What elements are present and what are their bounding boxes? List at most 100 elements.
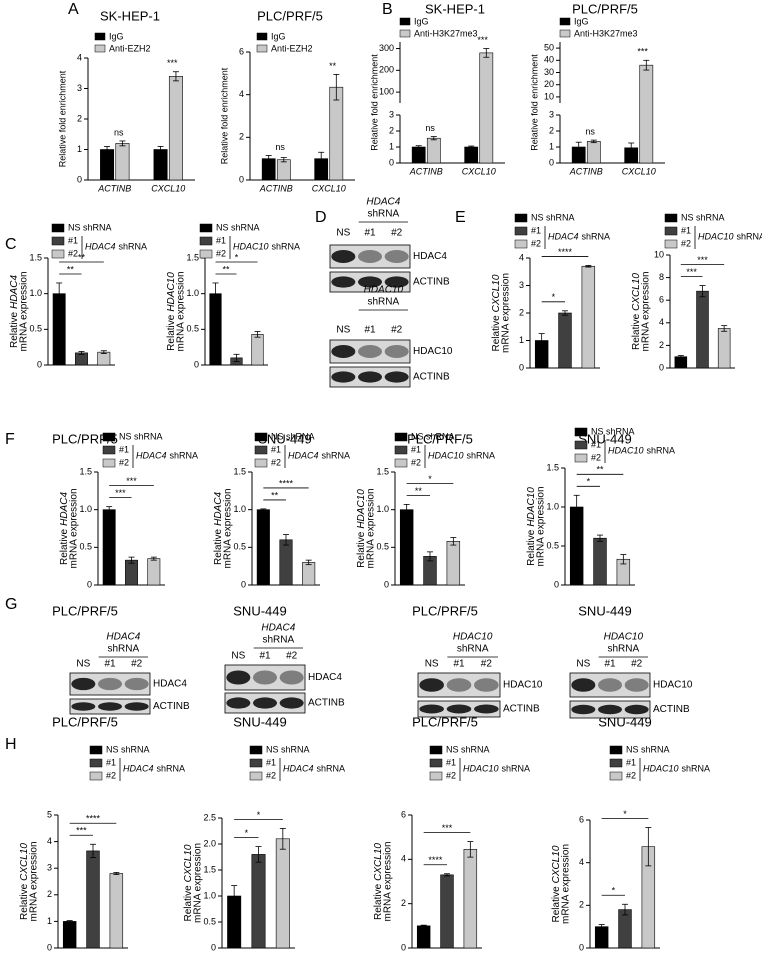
legend-swatch — [399, 29, 411, 38]
band-label: HDAC4 — [153, 679, 187, 690]
y-tick-label: 0 — [77, 174, 82, 184]
y-axis-label: Relative fold enrichment — [369, 54, 379, 151]
y-tick-label: 1.0 — [546, 501, 559, 511]
band-label: ACTINB — [308, 698, 345, 709]
y-label-gene: CXCL10 — [19, 843, 30, 881]
legend-label: NS shRNA — [216, 222, 260, 232]
legend-label: #1 — [271, 444, 281, 454]
y-label-gene: CXCL10 — [491, 274, 502, 312]
legend-group-text: shRNA — [317, 764, 346, 774]
x-tick-label: CXCL10 — [151, 183, 185, 193]
y-label-gene: CXCL10 — [551, 845, 562, 883]
lane-label: #2 — [131, 659, 143, 670]
blot-band — [124, 702, 149, 711]
y-axis-label: mRNA expression — [223, 488, 234, 568]
blot-band — [331, 250, 356, 263]
bar — [440, 874, 454, 949]
bar — [696, 290, 709, 369]
legend-label: #2 — [626, 770, 636, 780]
significance-label: ** — [67, 264, 75, 274]
blot-band — [474, 678, 499, 692]
lane-label: #2 — [391, 228, 403, 239]
legend-group-text: shRNA — [170, 451, 199, 461]
band-label: ACTINB — [413, 277, 450, 288]
chart-title: SNU-449 — [578, 431, 631, 446]
legend-label: #1 — [411, 444, 421, 454]
bar — [586, 141, 601, 164]
bar — [279, 539, 293, 586]
y-label-prefix: Relative — [59, 528, 70, 565]
legend-swatch — [249, 745, 263, 755]
legend-group-text: shRNA — [502, 764, 531, 774]
legend-label: Anti-EZH2 — [109, 43, 151, 53]
legend-label: #2 — [446, 770, 456, 780]
y-label-prefix: Relative — [551, 886, 562, 923]
legend-swatch — [51, 236, 65, 246]
legend-label: #1 — [626, 757, 636, 767]
y-tick-label: 4 — [579, 857, 584, 867]
y-tick-label: 2.0 — [203, 838, 216, 848]
bar — [329, 86, 344, 181]
blot-band — [384, 276, 409, 288]
y-tick-label: 1.5 — [233, 466, 246, 476]
y-tick-label: 4 — [519, 252, 524, 262]
lane-label: NS — [576, 659, 590, 670]
y-axis-label: mRNA expression — [561, 844, 572, 924]
y-tick-label: 0 — [47, 942, 52, 952]
y-tick-label: 100 — [379, 86, 394, 96]
legend-group-label: HDAC4 shRNA — [283, 764, 345, 774]
legend-group-gene: HDAC4 — [136, 451, 167, 461]
y-label-gene: CXCL10 — [631, 273, 642, 311]
y-tick-label: 0.5 — [376, 542, 389, 552]
legend-swatch — [399, 17, 411, 26]
y-tick-label: 4 — [77, 52, 82, 62]
legend-swatch — [664, 226, 678, 236]
legend-swatch — [256, 44, 268, 53]
panel-letter: B — [382, 1, 393, 18]
legend-label: NS shRNA — [266, 744, 310, 754]
legend-swatch — [102, 445, 116, 455]
y-tick-label: 3 — [77, 83, 82, 93]
blot-band — [446, 678, 472, 692]
blot-band — [71, 702, 96, 711]
legend-swatch — [89, 771, 103, 781]
legend-group-text: shRNA — [582, 232, 611, 242]
y-axis-label: Relative CXCL10 — [373, 843, 384, 920]
blot-group-gene: HDAC4 — [106, 632, 140, 643]
significance-label: *** — [167, 58, 178, 68]
significance-label: *** — [115, 488, 126, 498]
legend-group-gene: HDAC4 — [548, 232, 579, 242]
blot-band — [358, 276, 382, 288]
band-label: HDAC10 — [653, 680, 693, 691]
significance-label: *** — [76, 826, 87, 836]
legend-group-gene: HDAC10 — [608, 446, 644, 456]
blot-title: SNU-449 — [233, 603, 286, 618]
y-tick-label: 6 — [579, 814, 584, 824]
y-tick-label: 0.5 — [29, 324, 42, 334]
blot-group-gene: HDAC4 — [261, 623, 295, 634]
significance-label: ** — [271, 490, 279, 500]
legend-group-text: shRNA — [467, 451, 496, 461]
significance-label: * — [587, 477, 591, 487]
legend-group-gene: HDAC10 — [428, 451, 464, 461]
blot-band — [226, 670, 251, 685]
x-tick-label: ACTINB — [409, 166, 443, 176]
y-tick-label: 6 — [239, 46, 244, 56]
significance-label: ** — [222, 264, 230, 274]
y-tick-label: 8 — [659, 272, 664, 282]
y-tick-label: 0 — [519, 362, 524, 372]
lane-label: NS — [425, 659, 439, 670]
blot-band — [331, 371, 356, 383]
axis-break — [561, 104, 666, 114]
y-tick-label: 0 — [241, 579, 246, 589]
legend-group-label: HDAC4 shRNA — [123, 764, 185, 774]
legend-label: #2 — [216, 248, 226, 258]
blot-band — [98, 702, 122, 711]
y-tick-label: 6 — [401, 809, 406, 819]
significance-label: *** — [442, 823, 453, 833]
significance-label: * — [612, 886, 616, 896]
y-tick-label: 1.0 — [29, 288, 42, 298]
lane-label: #1 — [259, 651, 271, 662]
